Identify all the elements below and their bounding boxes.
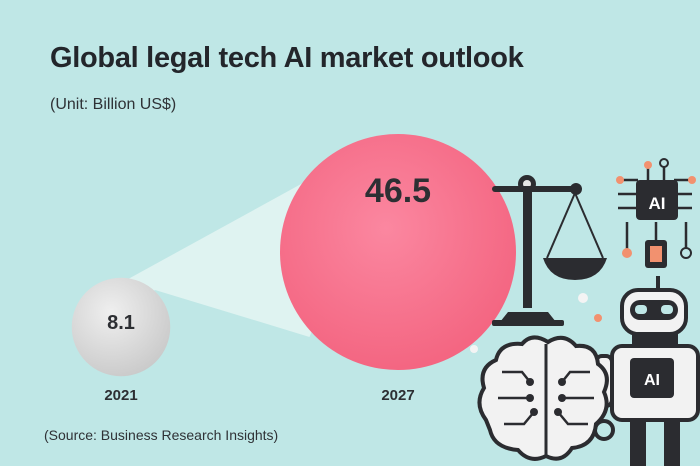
category-label-2021: 2021 [104,387,137,404]
unit-label: (Unit: Billion US$) [50,96,177,113]
bubble-2027 [280,134,516,370]
chart-title: Global legal tech AI market outlook [50,42,524,74]
category-label-2027: 2027 [381,387,414,404]
source-note: (Source: Business Research Insights) [44,427,279,443]
value-label-2027: 46.5 [365,172,431,210]
bubble-2021 [71,277,171,377]
value-label-2021: 8.1 [107,312,135,334]
